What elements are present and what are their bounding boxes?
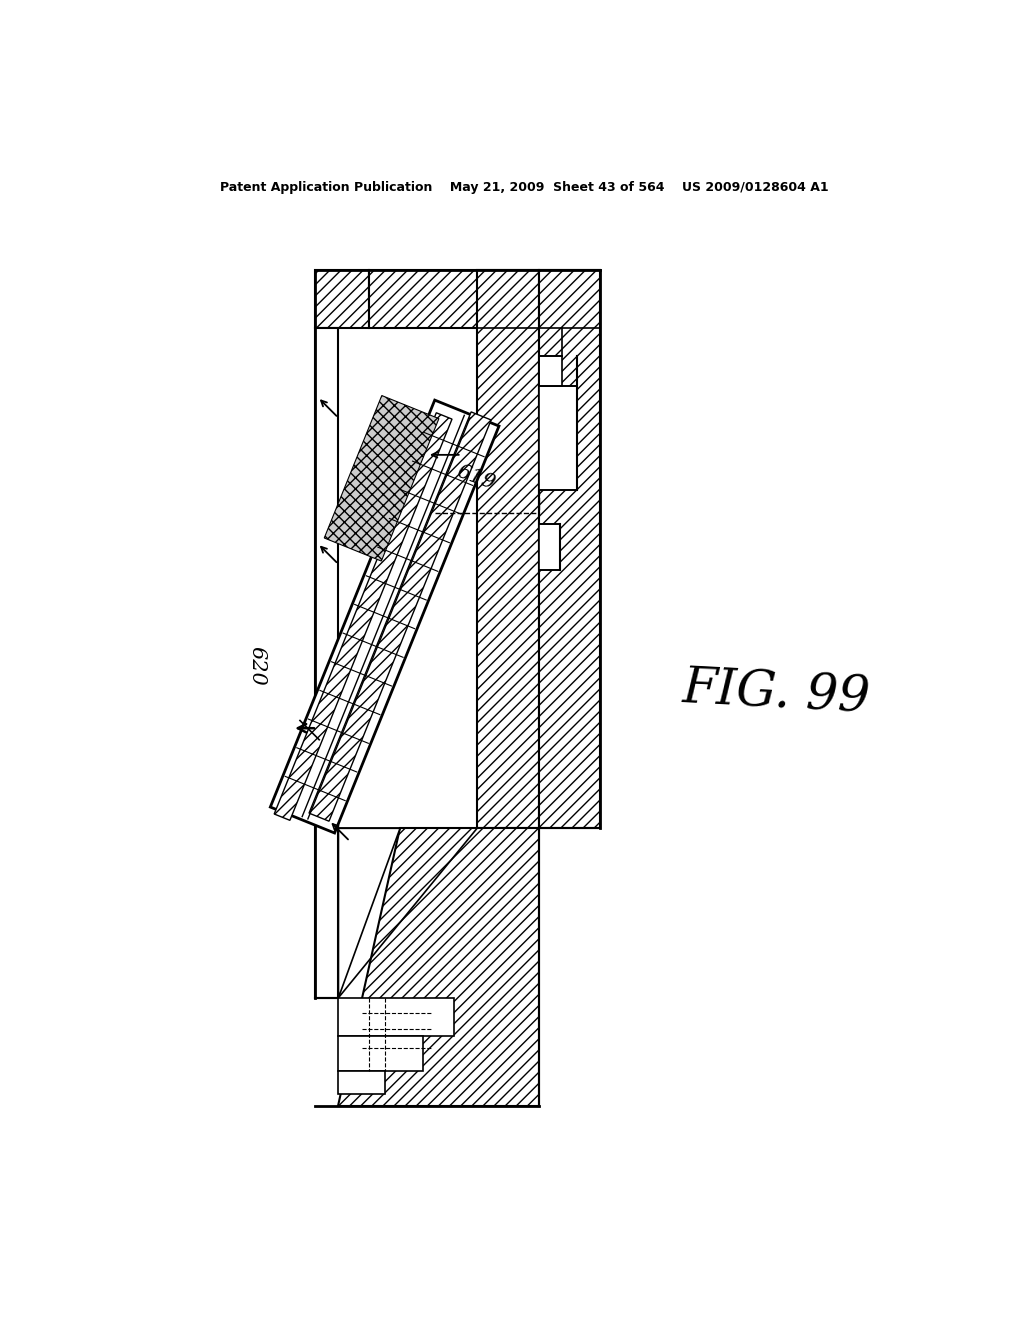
Polygon shape: [539, 524, 560, 570]
Text: Patent Application Publication    May 21, 2009  Sheet 43 of 564    US 2009/01286: Patent Application Publication May 21, 2…: [220, 181, 829, 194]
Polygon shape: [274, 413, 452, 820]
Polygon shape: [339, 998, 454, 1036]
Polygon shape: [539, 356, 562, 385]
Polygon shape: [315, 271, 370, 327]
Polygon shape: [325, 396, 439, 561]
Polygon shape: [539, 385, 578, 490]
Polygon shape: [339, 829, 400, 998]
Polygon shape: [309, 412, 492, 821]
Text: 619: 619: [454, 462, 498, 494]
Text: FIG. 99: FIG. 99: [681, 664, 871, 723]
Polygon shape: [477, 271, 539, 829]
Polygon shape: [339, 1071, 385, 1094]
Polygon shape: [270, 400, 499, 833]
Polygon shape: [370, 271, 600, 327]
Polygon shape: [339, 829, 539, 1106]
Polygon shape: [315, 327, 339, 998]
Polygon shape: [539, 271, 600, 829]
Text: 620: 620: [248, 647, 266, 686]
Polygon shape: [339, 1036, 423, 1071]
